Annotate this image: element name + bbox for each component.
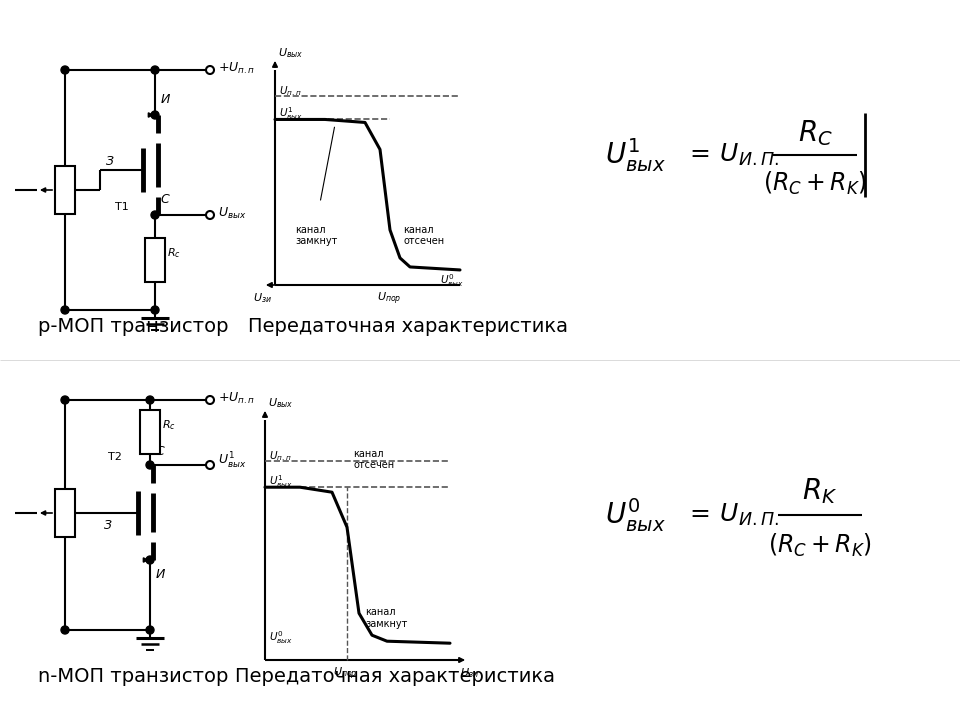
Text: $U_{пор}$: $U_{пор}$ [377,290,401,307]
Circle shape [146,461,154,469]
Text: $U_{п.п}$: $U_{п.п}$ [269,449,292,463]
Text: $+U_{п.п}$: $+U_{п.п}$ [218,61,255,76]
Text: $U_{вых}$: $U_{вых}$ [278,46,303,60]
Text: канал
отсечен: канал отсечен [403,225,444,246]
Text: $С$: $С$ [160,193,171,206]
Text: $U^{0}_{вых}$: $U^{0}_{вых}$ [605,496,666,534]
Text: канал
замкнут: канал замкнут [365,607,407,629]
Circle shape [151,211,159,219]
Text: $R_C$: $R_C$ [798,118,832,148]
Circle shape [151,111,159,119]
Circle shape [206,396,214,404]
Text: $И$: $И$ [160,93,171,106]
Text: $(R_C + R_K)$: $(R_C + R_K)$ [768,531,872,559]
Text: Передаточная характеристика: Передаточная характеристика [248,317,568,336]
Bar [55,166,75,214]
Text: $U_{вых}$: $U_{вых}$ [268,396,294,410]
Text: $И$: $И$ [155,568,166,581]
Text: $U^0_{вых}$: $U^0_{вых}$ [269,629,293,647]
Text: $З$: $З$ [103,519,112,532]
Circle shape [61,306,69,314]
Circle shape [206,461,214,469]
Text: $U^1_{вых}$: $U^1_{вых}$ [279,106,303,122]
Text: $U^{1}_{вых}$: $U^{1}_{вых}$ [605,136,666,174]
Bar [140,410,160,454]
Circle shape [206,211,214,219]
Text: канал
отсечен: канал отсечен [353,449,395,470]
Circle shape [146,396,154,404]
Text: $= \, U_{И.П.}$: $= \, U_{И.П.}$ [685,502,779,528]
Text: $З$: $З$ [105,155,114,168]
Circle shape [61,396,69,404]
Text: $U_{зи}$: $U_{зи}$ [460,666,479,680]
Text: $R_c$: $R_c$ [162,418,176,432]
Text: T2: T2 [108,452,122,462]
Text: $R_K$: $R_K$ [803,476,838,506]
Text: $U^1_{вых}$: $U^1_{вых}$ [269,474,293,490]
Text: n-МОП транзистор: n-МОП транзистор [38,667,228,686]
Text: $R_c$: $R_c$ [167,246,180,260]
Text: $U_{п.п}$: $U_{п.п}$ [279,84,301,98]
Circle shape [206,66,214,74]
Text: Передаточная характеристика: Передаточная характеристика [235,667,555,686]
Text: $U_{вых}$: $U_{вых}$ [218,206,247,221]
Text: T1: T1 [115,202,129,212]
Text: $(R_C + R_K)$: $(R_C + R_K)$ [763,169,867,197]
Bar [145,238,165,282]
Text: канал
замкнут: канал замкнут [295,225,337,246]
Circle shape [61,626,69,634]
Circle shape [146,556,154,564]
Circle shape [151,66,159,74]
Text: p-МОП транзистор: p-МОП транзистор [38,317,228,336]
Circle shape [151,306,159,314]
Text: $U_{зи}$: $U_{зи}$ [253,291,272,305]
Circle shape [61,66,69,74]
Text: $U^0_{вых}$: $U^0_{вых}$ [440,272,464,289]
Text: $С$: $С$ [155,445,166,458]
Bar [55,489,75,537]
Circle shape [146,626,154,634]
Text: $U_{пор}$: $U_{пор}$ [333,665,357,682]
Text: $= \, U_{И.П.}$: $= \, U_{И.П.}$ [685,142,779,168]
Text: $U^1_{вых}$: $U^1_{вых}$ [218,451,247,471]
Text: $+U_{п.п}$: $+U_{п.п}$ [218,391,255,406]
